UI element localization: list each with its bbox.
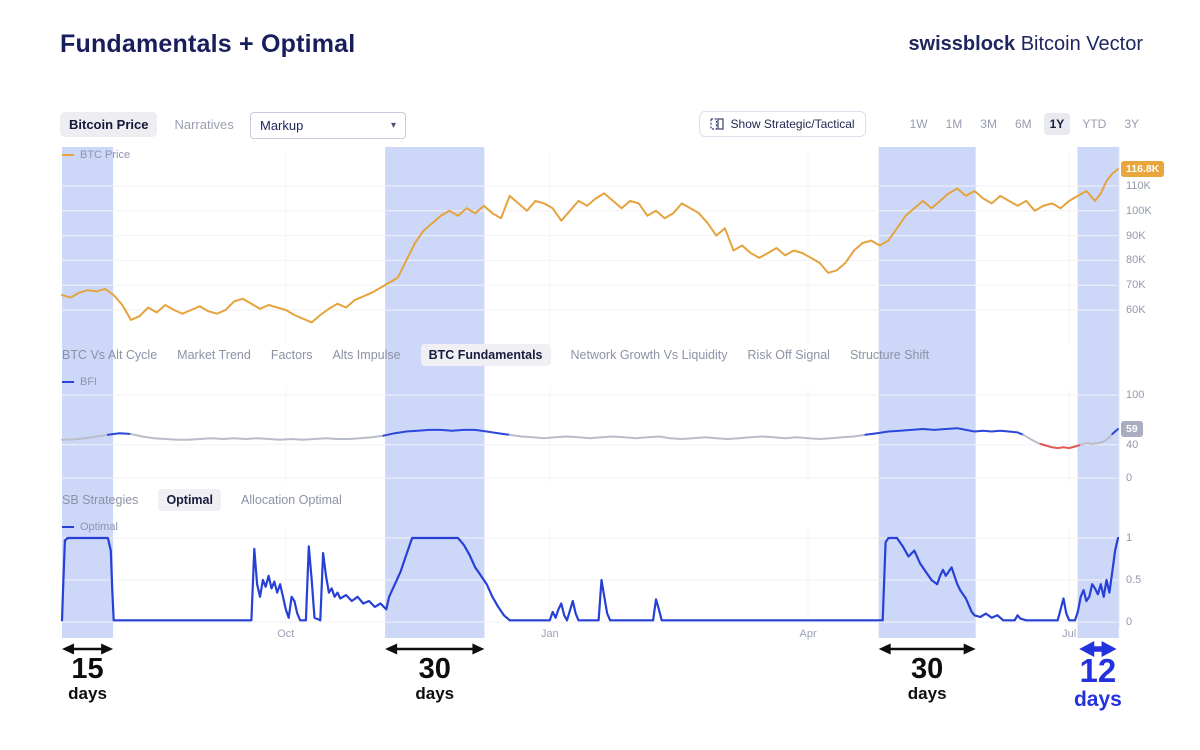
optimal-legend-dash <box>62 526 74 528</box>
page-title: Fundamentals + Optimal <box>60 30 356 58</box>
range-1m[interactable]: 1M <box>945 117 963 131</box>
x-axis-label-jul: Jul <box>1062 628 1077 640</box>
tab-factors[interactable]: Factors <box>270 348 313 362</box>
tab-narratives[interactable]: Narratives <box>174 117 234 132</box>
tab-market-trend[interactable]: Market Trend <box>177 348 251 362</box>
duration-value: 30 <box>911 653 944 685</box>
bfi-legend-dash <box>62 381 74 383</box>
range-3m[interactable]: 3M <box>980 117 997 131</box>
bfi-line-segment <box>129 433 385 441</box>
btc-price-line <box>61 168 1119 324</box>
highlight-band <box>62 147 114 638</box>
range-3y[interactable]: 3Y <box>1124 117 1139 131</box>
optimal-axis-tick: 0.5 <box>1126 574 1142 586</box>
strategic-tactical-icon <box>709 118 724 130</box>
btc-price-legend-dash <box>62 154 74 156</box>
duration-unit: days <box>415 684 455 703</box>
highlight-band <box>1077 147 1119 638</box>
arrow-head-left <box>385 643 398 655</box>
arrow-head-left <box>62 643 74 655</box>
price-axis-tick: 110K <box>1126 180 1151 192</box>
price-axis-tick: 60K <box>1126 304 1146 316</box>
price-last-value-badge: 116.8K <box>1121 161 1165 178</box>
legend-optimal: Optimal <box>62 521 118 533</box>
highlight-band <box>385 147 485 638</box>
price-axis-tick: 70K <box>1126 279 1146 292</box>
brand-name: swissblock <box>908 33 1016 55</box>
bfi-line-segment <box>382 428 511 437</box>
bfi-last-value-badge: 59 <box>1121 421 1143 438</box>
bfi-line-segment <box>1022 433 1042 445</box>
tab-optimal[interactable]: Optimal <box>158 489 221 511</box>
price-axis-tick: 80K <box>1126 254 1146 267</box>
bfi-line-segment <box>61 433 109 441</box>
markup-dropdown-value: Markup <box>260 118 304 133</box>
range-1w[interactable]: 1W <box>909 117 928 131</box>
arrow-head-left <box>1079 641 1095 657</box>
tab-bitcoin-price[interactable]: Bitcoin Price <box>60 112 158 137</box>
duration-value: 12 <box>1079 652 1117 689</box>
toolbar-right: Show Strategic/Tactical 1W 1M 3M 6M 1Y YTD 3Y <box>698 111 1145 137</box>
duration-unit: days <box>907 684 947 703</box>
duration-unit: days <box>1073 688 1122 711</box>
tab-allocation-optimal[interactable]: Allocation Optimal <box>240 493 342 507</box>
arrow-head-right <box>472 643 485 655</box>
tab-sb-strategies[interactable]: SB Strategies <box>62 493 139 507</box>
range-selector: 1W 1M 3M 6M 1Y YTD 3Y <box>904 113 1145 135</box>
tab-network-growth-vs-liquidity[interactable]: Network Growth Vs Liquidity <box>570 348 728 362</box>
bfi-line-segment <box>864 427 1025 436</box>
highlight-band <box>878 147 976 638</box>
legend-bfi: BFI <box>62 376 97 388</box>
range-ytd[interactable]: YTD <box>1082 117 1107 131</box>
duration-unit: days <box>68 684 107 703</box>
chevron-down-icon: ▾ <box>390 120 396 131</box>
series-tab-bar: Bitcoin Price Narratives <box>60 112 243 137</box>
duration-value: 15 <box>71 653 104 685</box>
price-chart-plot[interactable] <box>62 150 1118 342</box>
price-axis-tick: 90K <box>1126 229 1146 242</box>
show-strategic-tactical-label: Show Strategic/Tactical <box>730 117 855 131</box>
optimal-chart-plot[interactable] <box>62 525 1118 629</box>
optimal-line <box>60 536 1120 622</box>
bfi-line-segment <box>508 433 867 440</box>
tab-structure-shift[interactable]: Structure Shift <box>849 348 930 362</box>
x-axis-label-apr: Apr <box>799 628 817 640</box>
tab-btc-vs-alt-cycle[interactable]: BTC Vs Alt Cycle <box>62 348 158 362</box>
arrow-head-left <box>878 643 891 655</box>
bfi-line-segment <box>1039 443 1082 450</box>
bfi-axis-tick: 100 <box>1126 389 1145 401</box>
bfi-line-segment <box>106 432 132 436</box>
tab-risk-off-signal[interactable]: Risk Off Signal <box>747 348 830 362</box>
bfi-chart-plot[interactable] <box>62 385 1118 485</box>
price-axis-tick: 100K <box>1126 204 1152 217</box>
optimal-axis-tick: 0 <box>1126 616 1133 628</box>
bfi-axis-tick: 40 <box>1126 438 1139 451</box>
bfi-legend-label: BFI <box>80 376 98 388</box>
show-strategic-tactical-button[interactable]: Show Strategic/Tactical <box>698 111 866 137</box>
bfi-line-segment <box>1079 433 1114 446</box>
indicator-tab-bar: BTC Vs Alt Cycle Market Trend Factors Alts … <box>62 344 929 366</box>
duration-value: 30 <box>418 653 451 685</box>
legend-btc-price: BTC Price <box>62 149 130 161</box>
tab-alts-impulse[interactable]: Alts Impulse <box>332 348 401 362</box>
optimal-legend-label: Optimal <box>80 521 118 533</box>
optimal-axis-tick: 1 <box>1126 532 1133 544</box>
arrow-head-right <box>1101 641 1117 657</box>
range-1y[interactable]: 1Y <box>1043 113 1071 135</box>
btc-price-legend-label: BTC Price <box>80 149 131 161</box>
brand-product: Bitcoin Vector <box>1015 33 1143 55</box>
brand-logo: swissblock Bitcoin Vector <box>908 33 1143 56</box>
markup-dropdown[interactable]: Markup ▾ <box>250 112 406 139</box>
tab-btc-fundamentals[interactable]: BTC Fundamentals <box>420 344 551 366</box>
strategy-tab-bar: SB Strategies Optimal Allocation Optimal <box>62 489 342 511</box>
bfi-line-segment <box>1111 428 1119 435</box>
arrow-head-right <box>101 643 114 655</box>
x-axis-label-jan: Jan <box>540 628 559 640</box>
range-6m[interactable]: 6M <box>1014 117 1032 131</box>
arrow-head-right <box>963 643 976 655</box>
x-axis-label-oct: Oct <box>277 628 295 640</box>
bfi-axis-tick: 0 <box>1126 472 1133 484</box>
